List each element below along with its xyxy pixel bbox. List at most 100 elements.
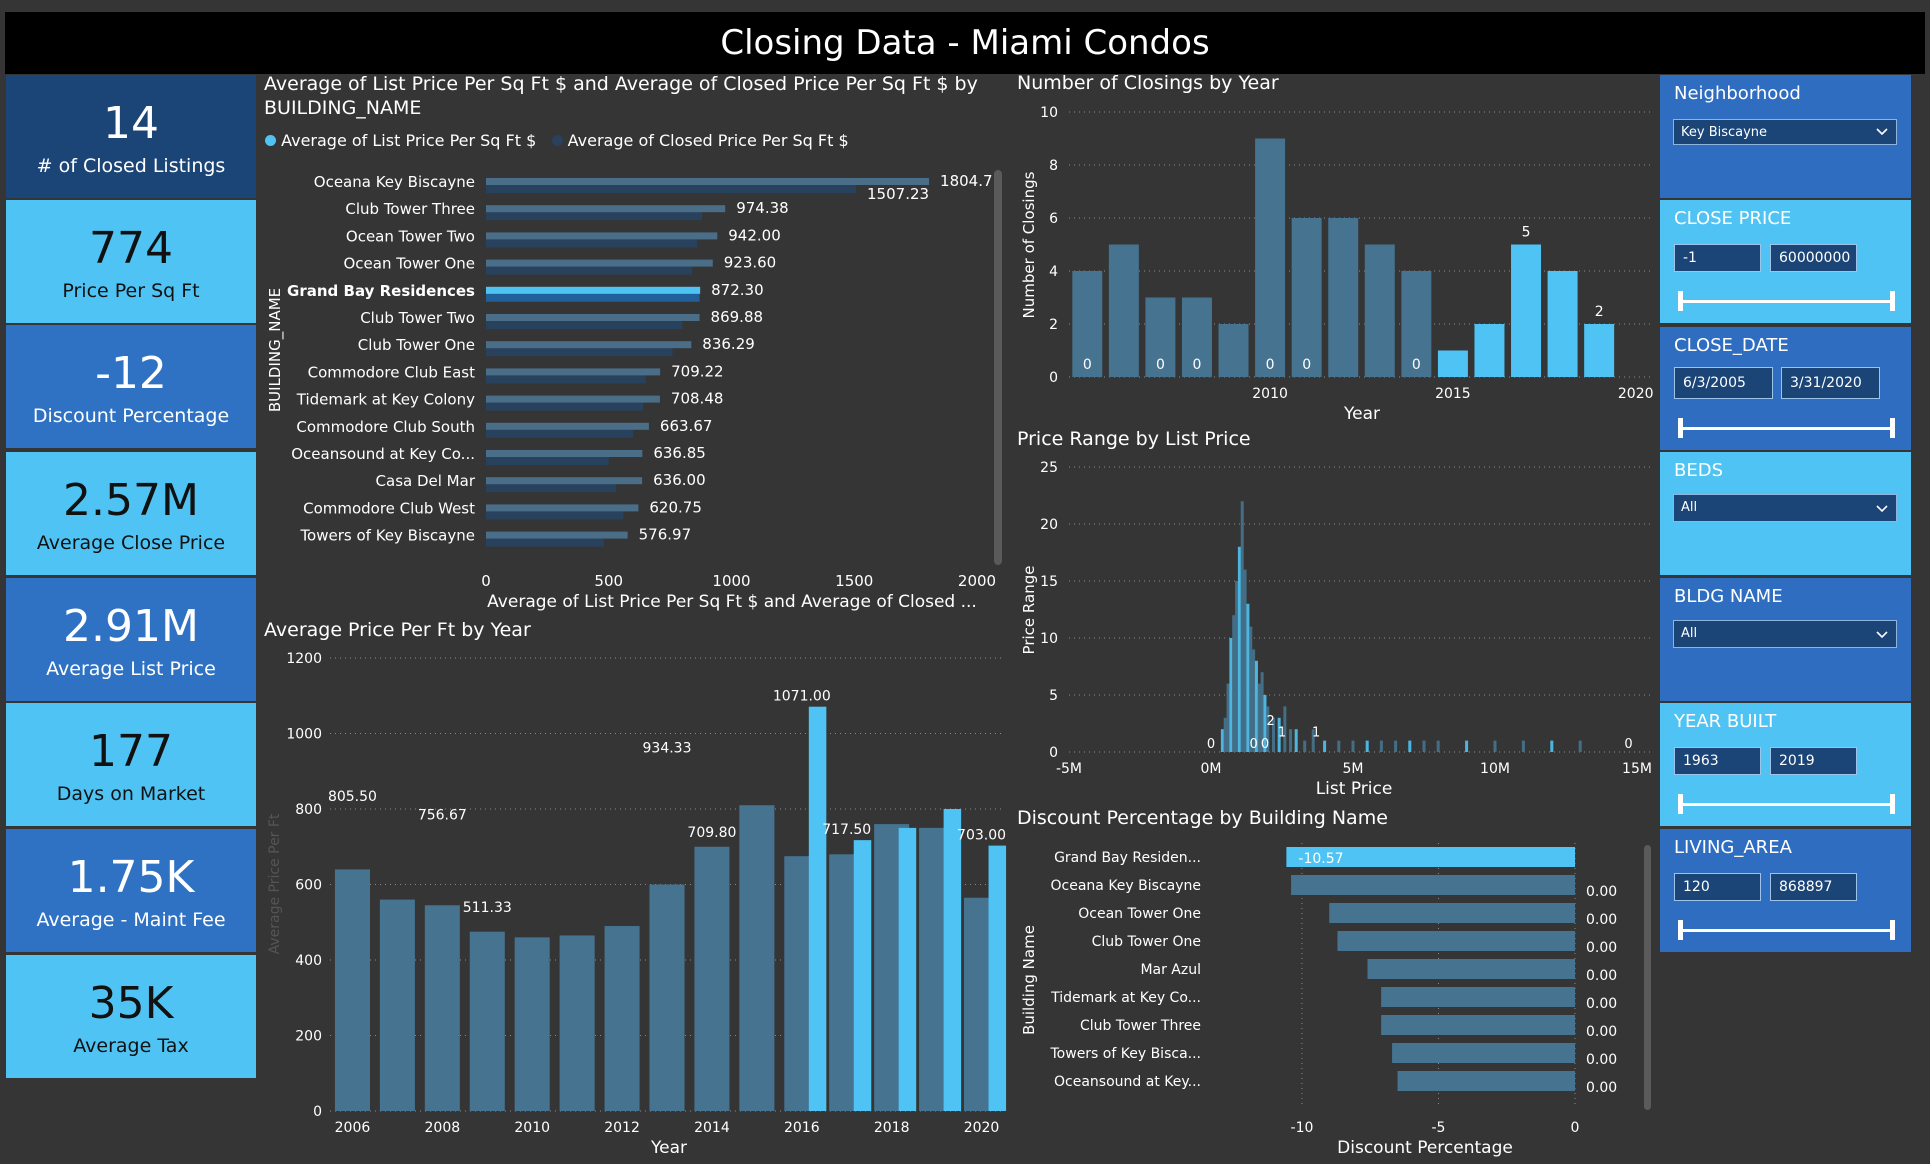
bar <box>1246 603 1250 752</box>
year-built-slider-max-handle[interactable] <box>1890 794 1895 814</box>
bar <box>604 926 640 1111</box>
list-price-bar <box>486 232 718 240</box>
y-tick-label: 1000 <box>286 727 322 743</box>
category-label: Club Tower One <box>358 336 475 354</box>
close-price-max-input[interactable]: 60000000 <box>1770 244 1857 272</box>
data-label: 1 <box>1312 726 1320 741</box>
legend-item[interactable]: Average of List Price Per Sq Ft $ <box>281 131 537 150</box>
living-area-slider-track[interactable] <box>1678 929 1893 932</box>
bar <box>649 884 685 1111</box>
kpi-discount-percentage[interactable]: -12 Discount Percentage <box>6 325 256 448</box>
kpi-price-per-sqft[interactable]: 774 Price Per Sq Ft <box>6 200 256 323</box>
y-axis-label: BUILDING_NAME <box>266 288 285 412</box>
y-axis-label: Number of Closings <box>1020 171 1038 318</box>
chevron-down-icon <box>1876 505 1888 513</box>
category-label: Oceansound at Key Co... <box>291 445 475 463</box>
y-tick-label: 8 <box>1049 158 1058 174</box>
x-tick-label: 0 <box>481 572 491 590</box>
data-label: 836.29 <box>702 335 755 353</box>
data-label: 0 <box>1266 357 1275 373</box>
list-price-bar <box>486 259 713 267</box>
bar <box>1437 350 1468 377</box>
y-tick-label: 600 <box>295 878 322 894</box>
living-area-min-input[interactable]: 120 <box>1674 873 1761 901</box>
data-label: 1 <box>1278 726 1286 741</box>
legend-item[interactable]: Average of Closed Price Per Sq Ft $ <box>567 131 849 150</box>
living-area-max-input[interactable]: 868897 <box>1770 873 1857 901</box>
slicer-label: Neighborhood <box>1674 83 1801 104</box>
year-built-slider-track[interactable] <box>1678 803 1893 806</box>
bar <box>334 869 370 1111</box>
bar <box>1394 740 1398 752</box>
kpi-average-list-price[interactable]: 2.91M Average List Price <box>6 578 256 701</box>
kpi-label: Days on Market <box>56 783 206 805</box>
category-label: Towers of Key Biscayne <box>299 527 475 545</box>
building-price-chart-title: Average of List Price Per Sq Ft $ and Av… <box>264 73 978 119</box>
closed-price-bar <box>486 482 617 493</box>
kpi-days-on-market[interactable]: 177 Days on Market <box>6 703 256 826</box>
x-tick-label: 2010 <box>1252 386 1288 402</box>
kpi-closed-listings[interactable]: 14 # of Closed Listings <box>6 75 256 198</box>
kpi-average-close-price[interactable]: 2.57M Average Close Price <box>6 452 256 575</box>
year-built-max-input[interactable]: 2019 <box>1770 747 1857 775</box>
year-built-slider-min-handle[interactable] <box>1678 794 1683 814</box>
data-label: 708.48 <box>671 390 724 408</box>
data-label: 0.00 <box>1586 940 1617 956</box>
beds-dropdown[interactable]: All <box>1673 494 1897 522</box>
close-date-slider-track[interactable] <box>1678 427 1893 430</box>
kpi-value: 2.91M <box>63 601 199 652</box>
bar <box>514 937 550 1111</box>
bar <box>1291 218 1322 377</box>
neighborhood-dropdown[interactable]: Key Biscayne <box>1673 119 1897 145</box>
living-area-slider-min-handle[interactable] <box>1678 920 1683 940</box>
kpi-average-tax[interactable]: 35K Average Tax <box>6 955 256 1078</box>
year-built-min-input[interactable]: 1963 <box>1674 747 1761 775</box>
highlight-bar <box>988 845 1007 1111</box>
bar <box>1271 717 1275 752</box>
list-price-bar <box>486 422 649 430</box>
bar <box>1145 297 1176 377</box>
close-date-end-input[interactable]: 3/31/2020 <box>1781 367 1880 399</box>
bar <box>1252 649 1256 752</box>
x-tick-label: 1500 <box>835 572 873 590</box>
discount-chart-scrollbar[interactable] <box>1644 845 1651 1110</box>
kpi-average-maint-fee[interactable]: 1.75K Average - Maint Fee <box>6 829 256 952</box>
close-date-slider-min-handle[interactable] <box>1678 418 1683 438</box>
y-tick-label: 2 <box>1049 317 1058 333</box>
x-tick-label: 2014 <box>694 1120 730 1136</box>
category-label: Casa Del Mar <box>376 472 476 490</box>
y-tick-label: 4 <box>1049 264 1058 280</box>
data-label: 0.00 <box>1586 968 1617 984</box>
close-date-slider-max-handle[interactable] <box>1890 418 1895 438</box>
x-tick-label: 2016 <box>784 1120 820 1136</box>
bar <box>1392 1043 1575 1063</box>
data-label: 663.67 <box>660 417 713 435</box>
close-price-slider-max-handle[interactable] <box>1890 291 1895 311</box>
category-label: Ocean Tower One <box>343 255 475 273</box>
bldg-name-dropdown[interactable]: All <box>1673 620 1897 648</box>
kpi-label: Average List Price <box>46 658 216 680</box>
living-area-slider-max-handle[interactable] <box>1890 920 1895 940</box>
x-axis-label: Discount Percentage <box>1337 1138 1513 1158</box>
data-label: 0 <box>1412 357 1421 373</box>
building-chart-scrollbar[interactable] <box>994 170 1002 565</box>
bar <box>1436 740 1440 752</box>
dashboard-title: Closing Data - Miami Condos <box>720 23 1210 63</box>
y-tick-label: 0 <box>1049 370 1058 386</box>
y-tick-label: 15 <box>1040 574 1058 590</box>
bar <box>1493 740 1497 752</box>
closed-price-bar <box>486 536 604 547</box>
data-label: 872.30 <box>711 281 764 299</box>
close-price-slider-track[interactable] <box>1678 300 1893 303</box>
close-date-start-input[interactable]: 6/3/2005 <box>1674 367 1773 399</box>
close-price-min-input[interactable]: -1 <box>1674 244 1761 272</box>
close-price-slider-min-handle[interactable] <box>1678 291 1683 311</box>
bar <box>1108 244 1139 377</box>
data-label: 2 <box>1595 304 1604 320</box>
category-label: Towers of Key Bisca... <box>1050 1046 1202 1062</box>
data-label: 636.00 <box>653 471 706 489</box>
list-price-bar <box>486 531 628 539</box>
data-label: 1804.71 <box>940 172 1002 190</box>
bar <box>739 805 775 1111</box>
y-tick-label: 800 <box>295 802 322 818</box>
